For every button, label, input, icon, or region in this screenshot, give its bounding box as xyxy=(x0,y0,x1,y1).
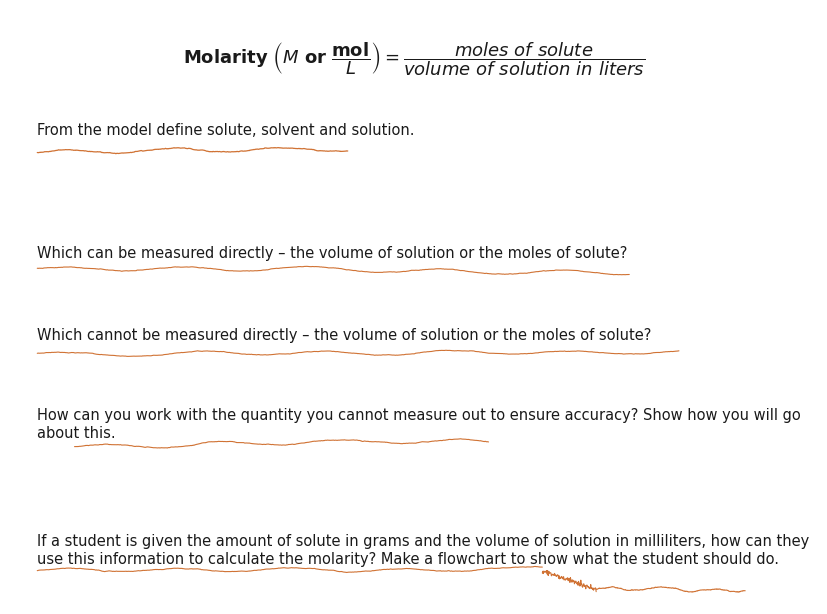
Text: Which cannot be measured directly – the volume of solution or the moles of solut: Which cannot be measured directly – the … xyxy=(37,328,651,343)
Text: How can you work with the quantity you cannot measure out to ensure accuracy? Sh: How can you work with the quantity you c… xyxy=(37,408,800,441)
Text: Which can be measured directly – the volume of solution or the moles of solute?: Which can be measured directly – the vol… xyxy=(37,246,627,260)
Text: From the model define solute, solvent and solution.: From the model define solute, solvent an… xyxy=(37,123,414,138)
Text: $\mathbf{Molarity}\ \left(\mathit{M}\ \mathbf{or}\ \dfrac{\mathbf{mol}}{\mathit{: $\mathbf{Molarity}\ \left(\mathit{M}\ \m… xyxy=(183,40,644,77)
Text: If a student is given the amount of solute in grams and the volume of solution i: If a student is given the amount of solu… xyxy=(37,534,809,567)
